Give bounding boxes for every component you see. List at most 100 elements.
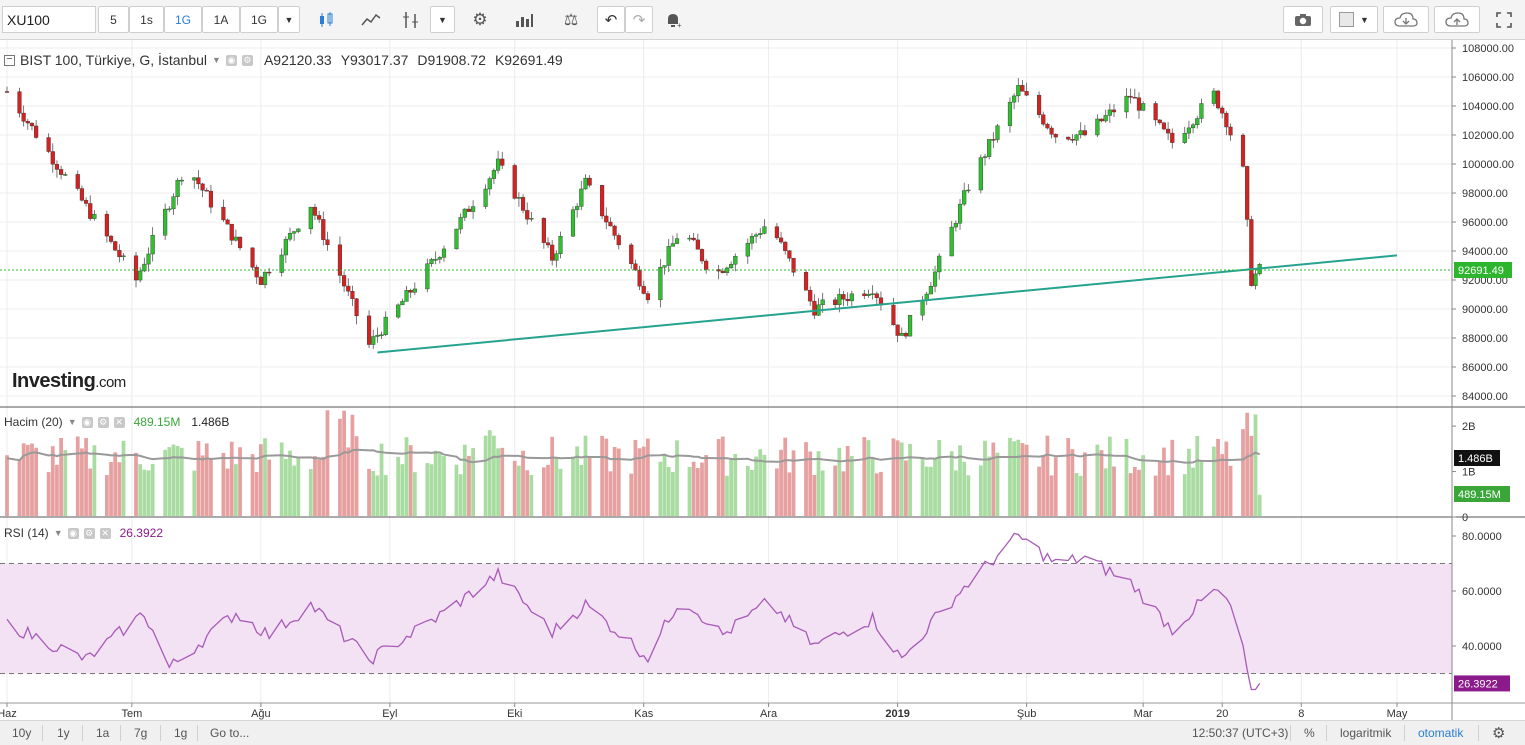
volume-bar bbox=[879, 471, 883, 516]
volume-bar bbox=[117, 462, 122, 516]
volume-bar bbox=[1107, 436, 1112, 516]
candle-body bbox=[21, 112, 26, 122]
volume-bar bbox=[675, 440, 679, 516]
candle-body bbox=[641, 285, 646, 294]
candle-body bbox=[1195, 118, 1200, 126]
alert-icon[interactable]: + bbox=[657, 6, 689, 33]
volume-bar bbox=[254, 472, 259, 516]
candle-body bbox=[283, 238, 288, 256]
range-10y[interactable]: 10y bbox=[12, 726, 32, 740]
settings-gear-icon[interactable]: ⚙ bbox=[1492, 725, 1506, 742]
range-7g[interactable]: 7g bbox=[134, 726, 148, 740]
range-1a[interactable]: 1a bbox=[96, 726, 110, 740]
undo-icon[interactable]: ↶ bbox=[597, 6, 625, 33]
rsi-dropdown-chevron-icon[interactable]: ▼ bbox=[53, 528, 63, 538]
volume-value: 489.15M bbox=[133, 415, 181, 429]
redo-icon[interactable]: ↷ bbox=[625, 6, 653, 33]
volume-ma-badge bbox=[1454, 450, 1500, 466]
volume-bar bbox=[500, 447, 505, 516]
range-1g[interactable]: 1g bbox=[174, 726, 188, 740]
interval-5[interactable]: 5 bbox=[98, 6, 129, 33]
time-tick-label: 2019 bbox=[885, 708, 909, 720]
volume-bar bbox=[84, 438, 88, 516]
volume-bar bbox=[899, 442, 904, 516]
interval-1g-active[interactable]: 1G bbox=[164, 6, 202, 33]
interval-1s[interactable]: 1s bbox=[129, 6, 164, 33]
candle-body bbox=[932, 271, 938, 287]
price-tick-label: 98000.00 bbox=[1462, 188, 1508, 200]
volume-bar bbox=[179, 447, 184, 516]
color-box-icon[interactable]: ▼ bbox=[1330, 6, 1378, 33]
rsi-tick-label: 60.0000 bbox=[1462, 586, 1502, 598]
camera-icon[interactable] bbox=[1283, 6, 1323, 33]
auto-toggle[interactable]: otomatik bbox=[1418, 726, 1464, 740]
candles-icon[interactable] bbox=[310, 6, 342, 33]
candle-body bbox=[866, 293, 871, 296]
volume-bar bbox=[600, 436, 604, 516]
eye-icon[interactable]: ◉ bbox=[225, 54, 237, 66]
volume-dropdown-chevron-icon[interactable]: ▼ bbox=[67, 417, 77, 427]
candle-body bbox=[454, 228, 459, 250]
candle-body bbox=[441, 248, 447, 258]
scale-icon[interactable]: ⚖ bbox=[563, 11, 579, 29]
interval-1a[interactable]: 1A bbox=[202, 6, 240, 33]
close-icon[interactable]: ✕ bbox=[113, 416, 125, 428]
volume-bar bbox=[17, 459, 22, 516]
candle-body bbox=[587, 177, 592, 186]
candle-body bbox=[1107, 109, 1112, 116]
cloud-download-icon[interactable] bbox=[1383, 6, 1429, 33]
volume-bar bbox=[1257, 494, 1262, 516]
volume-bar bbox=[292, 465, 297, 516]
candle-body bbox=[1141, 103, 1146, 111]
candle-body bbox=[200, 183, 205, 191]
candle-body bbox=[1240, 134, 1246, 167]
volume-bar bbox=[991, 442, 996, 516]
volume-bar bbox=[958, 445, 962, 516]
volume-bar bbox=[787, 472, 792, 516]
volume-bar bbox=[1245, 412, 1250, 516]
symbol-title: BIST 100, Türkiye, G, İstanbul bbox=[20, 52, 208, 68]
candle-body bbox=[279, 254, 284, 273]
volume-bars bbox=[5, 410, 1262, 516]
settings-icon[interactable]: ⚙ bbox=[472, 9, 488, 29]
volume-bar bbox=[483, 435, 488, 516]
indicators-dropdown-chevron-icon[interactable]: ▼ bbox=[430, 6, 455, 33]
close-icon[interactable]: ✕ bbox=[99, 527, 111, 539]
line-chart-icon[interactable] bbox=[355, 6, 387, 33]
volume-bar bbox=[1049, 475, 1054, 516]
eye-icon[interactable]: ◉ bbox=[67, 527, 79, 539]
volume-bar bbox=[1241, 429, 1245, 516]
candle-body bbox=[146, 253, 151, 265]
log-toggle[interactable]: logaritmik bbox=[1340, 726, 1392, 740]
bar-stats-icon[interactable] bbox=[508, 6, 540, 33]
gear-icon[interactable]: ⚙ bbox=[83, 527, 95, 539]
gear-icon[interactable]: ⚙ bbox=[97, 416, 109, 428]
rsi-tick-label: 80.0000 bbox=[1462, 531, 1502, 543]
volume-bar bbox=[978, 465, 983, 516]
price-legend: − BIST 100, Türkiye, G, İstanbul ▼ ◉ ⚙ A… bbox=[4, 52, 563, 68]
percent-toggle[interactable]: % bbox=[1304, 726, 1315, 740]
chart-canvas[interactable]: 108000.00 106000.00 104000.00 102000.00 1000… bbox=[0, 40, 1525, 720]
last-price-label: 92691.49 bbox=[1458, 265, 1504, 277]
title-dropdown-chevron-icon[interactable]: ▼ bbox=[212, 55, 221, 65]
gear-icon[interactable]: ⚙ bbox=[241, 54, 253, 66]
volume-bar bbox=[196, 441, 201, 516]
rsi-legend: RSI (14) ▼ ◉ ⚙ ✕ 26.3922 bbox=[4, 526, 163, 540]
symbol-search-input[interactable] bbox=[2, 6, 96, 33]
collapse-icon[interactable]: − bbox=[4, 54, 15, 66]
fullscreen-icon[interactable] bbox=[1488, 6, 1520, 33]
candle-body bbox=[1166, 128, 1171, 134]
interval-1g[interactable]: 1G bbox=[240, 6, 278, 33]
interval-dropdown-chevron-icon[interactable]: ▼ bbox=[278, 6, 300, 33]
cloud-upload-icon[interactable] bbox=[1434, 6, 1480, 33]
time-tick-label: Kas bbox=[634, 708, 653, 720]
candle-body bbox=[720, 270, 725, 273]
volume-bar bbox=[209, 458, 213, 516]
indicators-icon[interactable] bbox=[395, 6, 427, 33]
range-1y[interactable]: 1y bbox=[57, 726, 70, 740]
candle-body bbox=[208, 190, 213, 208]
goto-button[interactable]: Go to... bbox=[210, 726, 250, 740]
volume-bar bbox=[820, 470, 825, 516]
volume-bar bbox=[175, 445, 180, 516]
eye-icon[interactable]: ◉ bbox=[81, 416, 93, 428]
